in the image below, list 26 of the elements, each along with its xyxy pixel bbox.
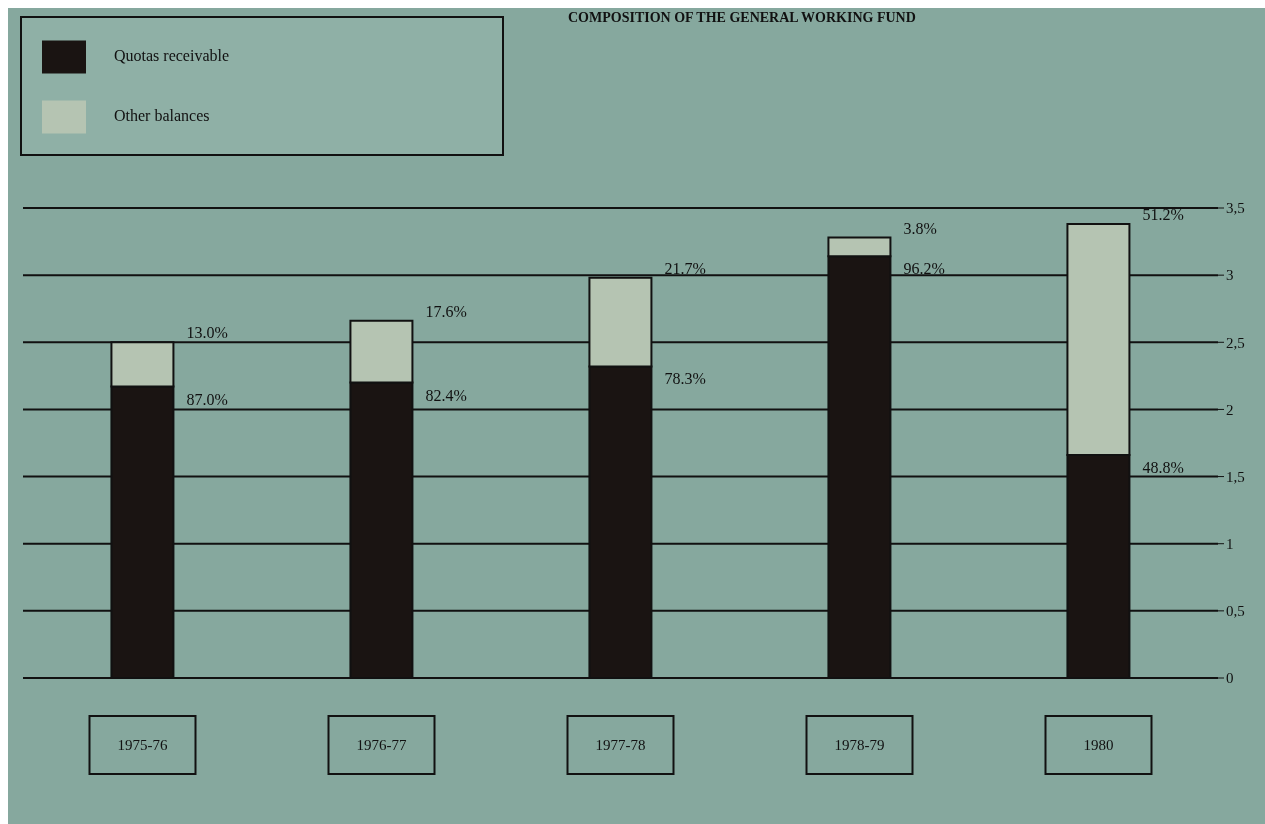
annotation: 87.0% [186, 390, 228, 408]
x-tick-label: 1976-77 [356, 737, 407, 753]
x-tick-label: 1975-76 [117, 737, 168, 753]
annotation: 82.4% [425, 386, 467, 404]
y-tick-label: 3,5 [1226, 200, 1245, 217]
annotation: 96.2% [903, 260, 945, 278]
y-tick-label: 3 [1226, 267, 1234, 284]
x-tick-label: 1980 [1083, 737, 1114, 753]
y-tick-label: 1 [1226, 536, 1234, 553]
y-tick-label: 1,5 [1226, 468, 1245, 485]
annotation: 78.3% [664, 370, 706, 388]
legend-label: Quotas receivable [114, 46, 231, 66]
annotation: 21.7% [664, 259, 706, 277]
legend-label: Other balances [114, 106, 211, 126]
annotation: 48.8% [1142, 459, 1184, 477]
annotation: 3.8% [903, 219, 937, 237]
x-tick-label: 1977-78 [595, 737, 646, 753]
chart-title: COMPOSITION OF THE GENERAL WORKING FUND [568, 10, 916, 26]
y-tick-label: 2,5 [1226, 334, 1245, 351]
y-tick-label: 2 [1226, 401, 1234, 418]
x-tick-label: 1978-79 [834, 737, 885, 753]
annotation: 51.2% [1142, 206, 1184, 224]
y-tick-label: 0,5 [1226, 603, 1245, 620]
y-tick-label: 0 [1226, 670, 1234, 687]
annotation: 17.6% [425, 302, 467, 320]
annotation: 13.0% [186, 324, 228, 342]
